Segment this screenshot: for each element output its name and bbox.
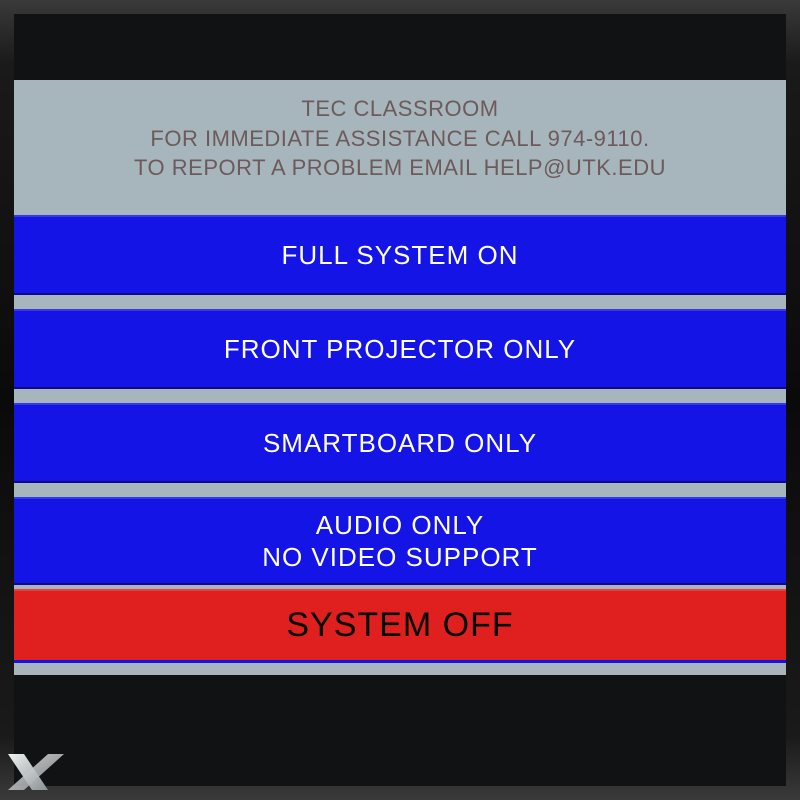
button-label: FRONT PROJECTOR ONLY — [224, 334, 576, 365]
button-sublabel: NO VIDEO SUPPORT — [262, 541, 538, 574]
system-off-button[interactable]: SYSTEM OFF — [14, 589, 786, 663]
panel: TEC CLASSROOM FOR IMMEDIATE ASSISTANCE C… — [14, 14, 786, 786]
button-gap — [14, 295, 786, 309]
button-label: SYSTEM OFF — [286, 606, 513, 645]
button-stack: FULL SYSTEM ON FRONT PROJECTOR ONLY SMAR… — [14, 201, 786, 675]
header-block: TEC CLASSROOM FOR IMMEDIATE ASSISTANCE C… — [14, 80, 786, 201]
audio-only-button[interactable]: AUDIO ONLY NO VIDEO SUPPORT — [14, 497, 786, 585]
top-spacer — [14, 14, 786, 80]
footer-area — [14, 675, 786, 786]
button-label: AUDIO ONLY — [316, 509, 484, 542]
full-system-on-button[interactable]: FULL SYSTEM ON — [14, 215, 786, 295]
button-label: FULL SYSTEM ON — [282, 240, 519, 271]
button-gap — [14, 389, 786, 403]
bottom-gap — [14, 663, 786, 675]
button-gap — [14, 483, 786, 497]
header-line-2: FOR IMMEDIATE ASSISTANCE CALL 974-9110. — [24, 124, 776, 154]
outer-frame: TEC CLASSROOM FOR IMMEDIATE ASSISTANCE C… — [0, 0, 800, 800]
smartboard-only-button[interactable]: SMARTBOARD ONLY — [14, 403, 786, 483]
front-projector-only-button[interactable]: FRONT PROJECTOR ONLY — [14, 309, 786, 389]
header-line-1: TEC CLASSROOM — [24, 94, 776, 124]
header-line-3: TO REPORT A PROBLEM EMAIL HELP@UTK.EDU — [24, 153, 776, 183]
button-label: SMARTBOARD ONLY — [263, 428, 537, 459]
button-gap — [14, 201, 786, 215]
x-mark-logo-icon — [4, 740, 84, 800]
